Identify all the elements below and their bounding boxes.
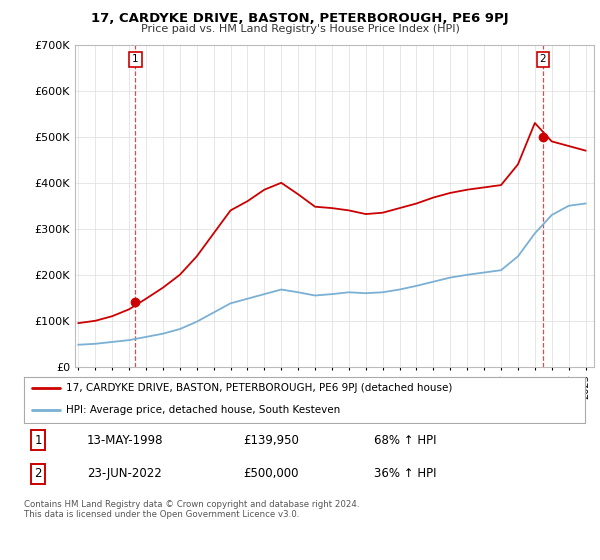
Text: 1: 1 (34, 433, 42, 447)
Text: 36% ↑ HPI: 36% ↑ HPI (374, 467, 437, 480)
Text: 68% ↑ HPI: 68% ↑ HPI (374, 433, 437, 447)
Text: 17, CARDYKE DRIVE, BASTON, PETERBOROUGH, PE6 9PJ (detached house): 17, CARDYKE DRIVE, BASTON, PETERBOROUGH,… (66, 384, 452, 393)
Text: 23-JUN-2022: 23-JUN-2022 (88, 467, 163, 480)
Text: 2: 2 (34, 467, 42, 480)
Text: 13-MAY-1998: 13-MAY-1998 (87, 433, 163, 447)
Text: £500,000: £500,000 (243, 467, 299, 480)
Text: £139,950: £139,950 (243, 433, 299, 447)
Text: Price paid vs. HM Land Registry's House Price Index (HPI): Price paid vs. HM Land Registry's House … (140, 24, 460, 34)
Text: HPI: Average price, detached house, South Kesteven: HPI: Average price, detached house, Sout… (66, 405, 340, 415)
Text: 17, CARDYKE DRIVE, BASTON, PETERBOROUGH, PE6 9PJ: 17, CARDYKE DRIVE, BASTON, PETERBOROUGH,… (91, 12, 509, 25)
Text: Contains HM Land Registry data © Crown copyright and database right 2024.
This d: Contains HM Land Registry data © Crown c… (24, 500, 359, 519)
Text: 2: 2 (539, 54, 546, 64)
Text: 1: 1 (132, 54, 139, 64)
